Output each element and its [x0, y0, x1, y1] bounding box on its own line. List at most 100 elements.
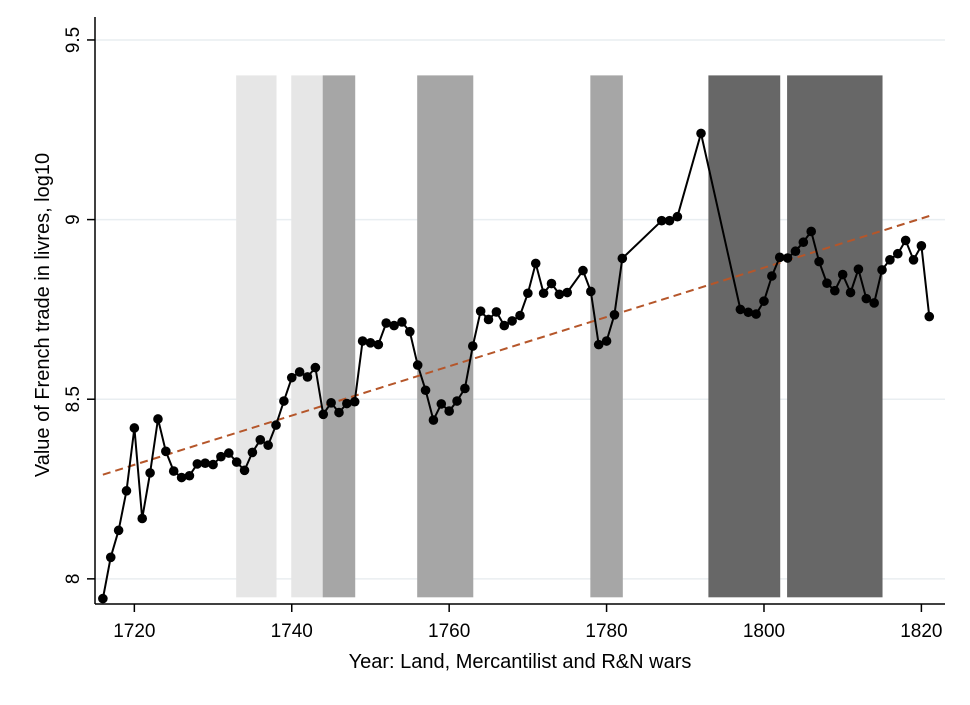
data-point [593, 339, 604, 350]
war-period-band [417, 75, 474, 598]
data-point [892, 248, 903, 259]
data-point [830, 285, 840, 296]
data-point [231, 457, 242, 467]
series-group [98, 128, 935, 604]
data-point [145, 468, 155, 478]
data-point [767, 271, 777, 281]
data-point [774, 252, 785, 263]
data-point [153, 414, 163, 424]
x-tick-label: 1740 [271, 621, 313, 642]
data-point [562, 287, 573, 298]
data-point [885, 255, 895, 265]
data-point [696, 128, 706, 139]
war-period-band [708, 75, 781, 598]
data-point [168, 466, 179, 476]
y-tick-label: 9 [63, 214, 84, 225]
data-point [318, 409, 329, 420]
data-point [137, 513, 148, 524]
data-point [877, 265, 887, 275]
data-point [806, 226, 817, 237]
war-period-bands [236, 75, 883, 598]
data-point [216, 451, 226, 462]
data-point [184, 470, 195, 481]
data-point [586, 286, 596, 297]
axes: 8 8.5 9 9.5 1720 1740 1760 1780 1800 1820 [63, 17, 945, 642]
x-tick-label: 1780 [585, 621, 627, 642]
data-point [837, 269, 848, 280]
data-point [578, 265, 588, 276]
data-point [491, 307, 502, 317]
data-point [601, 336, 612, 346]
data-point [192, 459, 203, 469]
data-point [105, 552, 116, 563]
data-point [743, 307, 754, 318]
data-point [381, 318, 392, 328]
data-point [845, 287, 856, 298]
data-point [460, 383, 470, 394]
data-point [428, 415, 439, 425]
data-point [357, 336, 368, 346]
data-point [751, 309, 761, 319]
data-point [538, 288, 549, 299]
data-point [814, 256, 824, 267]
data-point [436, 399, 447, 409]
data-point [342, 398, 352, 409]
data-point [326, 398, 336, 408]
data-point [798, 237, 809, 248]
y-tick-label: 8 [63, 574, 84, 585]
data-point [444, 406, 454, 416]
data-point [286, 372, 297, 383]
data-point [255, 435, 266, 445]
data-point [869, 298, 879, 308]
data-point [483, 314, 494, 325]
x-tick-label: 1820 [900, 621, 942, 642]
x-axis-title: Year: Land, Mercantilist and R&N wars [349, 651, 692, 673]
war-period-band [291, 75, 324, 598]
data-point [530, 258, 541, 269]
data-point [515, 310, 525, 321]
data-point [349, 396, 360, 407]
data-point [294, 367, 305, 377]
data-point [853, 264, 864, 274]
data-point [617, 253, 628, 264]
data-point [310, 362, 321, 373]
data-point [279, 396, 289, 406]
data-point [523, 288, 533, 299]
data-point [113, 525, 124, 536]
y-axis-title: Value of French trade in livres, log10 [32, 153, 54, 477]
data-point [161, 446, 171, 457]
y-tick-label: 8.5 [63, 386, 84, 412]
data-point [420, 385, 431, 396]
data-point [861, 293, 872, 304]
data-point [759, 296, 769, 306]
data-point [271, 420, 281, 430]
data-point [365, 338, 376, 348]
data-point [239, 465, 250, 476]
data-point [900, 235, 911, 246]
data-point [467, 341, 478, 351]
war-period-band [787, 75, 883, 598]
war-period-band [236, 75, 277, 598]
x-tick-label: 1760 [428, 621, 470, 642]
data-point [609, 309, 620, 320]
data-point [499, 320, 510, 331]
data-point [263, 440, 273, 451]
data-point [672, 211, 683, 222]
data-point [389, 320, 399, 331]
data-point [790, 246, 801, 257]
data-point [452, 396, 462, 406]
data-point [735, 304, 746, 315]
data-point [656, 215, 667, 226]
data-point [397, 317, 407, 327]
data-point [475, 306, 486, 317]
data-point [664, 215, 675, 226]
data-point [334, 407, 344, 418]
data-point [176, 472, 187, 483]
data-point [782, 253, 793, 263]
data-point [373, 339, 384, 350]
data-point [546, 278, 557, 289]
data-point [554, 289, 565, 300]
data-point [208, 459, 218, 470]
